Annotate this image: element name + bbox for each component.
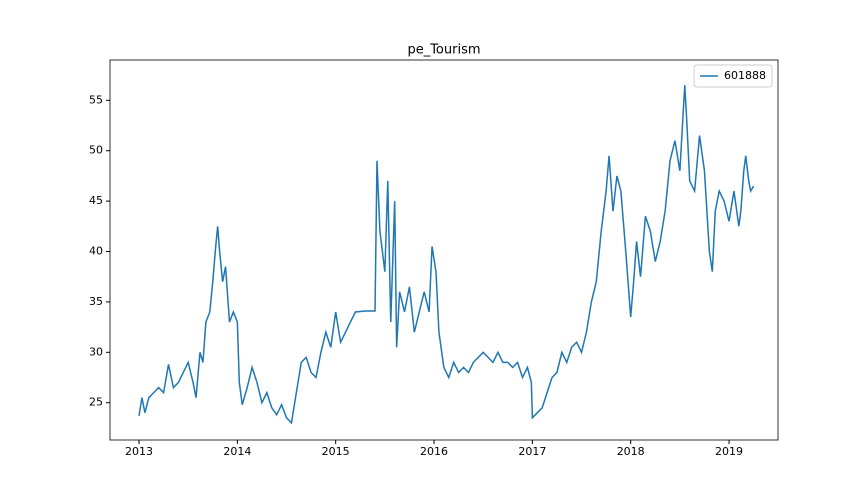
y-tick-label: 30 <box>89 345 103 358</box>
y-tick-label: 40 <box>89 245 103 258</box>
chart-title: pe_Tourism <box>407 43 480 58</box>
x-tick-label: 2017 <box>518 445 546 458</box>
y-tick-label: 55 <box>89 93 103 106</box>
y-tick-label: 50 <box>89 144 103 157</box>
y-tick-label: 25 <box>89 396 103 409</box>
x-tick-label: 2013 <box>125 445 153 458</box>
legend-label: 601888 <box>724 69 766 82</box>
x-tick-label: 2018 <box>617 445 645 458</box>
x-tick-label: 2019 <box>715 445 743 458</box>
y-tick-label: 35 <box>89 295 103 308</box>
line <box>138 85 755 425</box>
x-tick-label: 2014 <box>223 445 251 458</box>
y-tick-label: 45 <box>89 194 103 207</box>
x-tick-label: 2016 <box>420 445 448 458</box>
plot-frame <box>109 59 779 441</box>
x-tick-label: 2015 <box>322 445 350 458</box>
legend-box <box>693 64 773 88</box>
